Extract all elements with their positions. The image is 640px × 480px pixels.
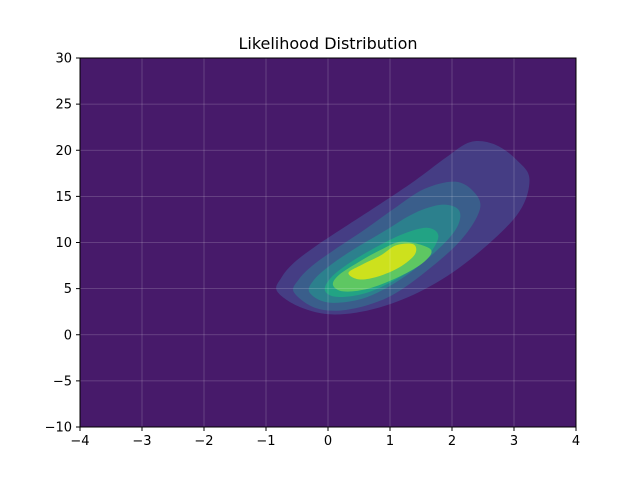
y-tick-label: 0 [64,328,72,343]
x-tick-label: 3 [510,434,518,449]
x-tick-label: 2 [448,434,456,449]
y-tick-label: 30 [55,52,72,67]
y-tick-label: −10 [45,421,72,436]
chart-title: Likelihood Distribution [238,34,417,53]
plot-area [80,58,576,427]
y-tick-label: 15 [55,190,72,205]
x-tick-label: −1 [256,434,275,449]
x-tick-label: −4 [70,434,89,449]
y-tick-label: −5 [53,374,72,389]
y-tick-label: 5 [64,282,72,297]
y-tick-label: 25 [55,98,72,113]
x-tick-label: 1 [386,434,394,449]
x-tick-label: −3 [132,434,151,449]
y-tick-label: 20 [55,144,72,159]
contour-level-6 [348,243,417,280]
x-tick-label: 4 [572,434,580,449]
y-tick-label: 10 [55,236,72,251]
x-tick-label: 0 [324,434,332,449]
x-tick-label: −2 [194,434,213,449]
